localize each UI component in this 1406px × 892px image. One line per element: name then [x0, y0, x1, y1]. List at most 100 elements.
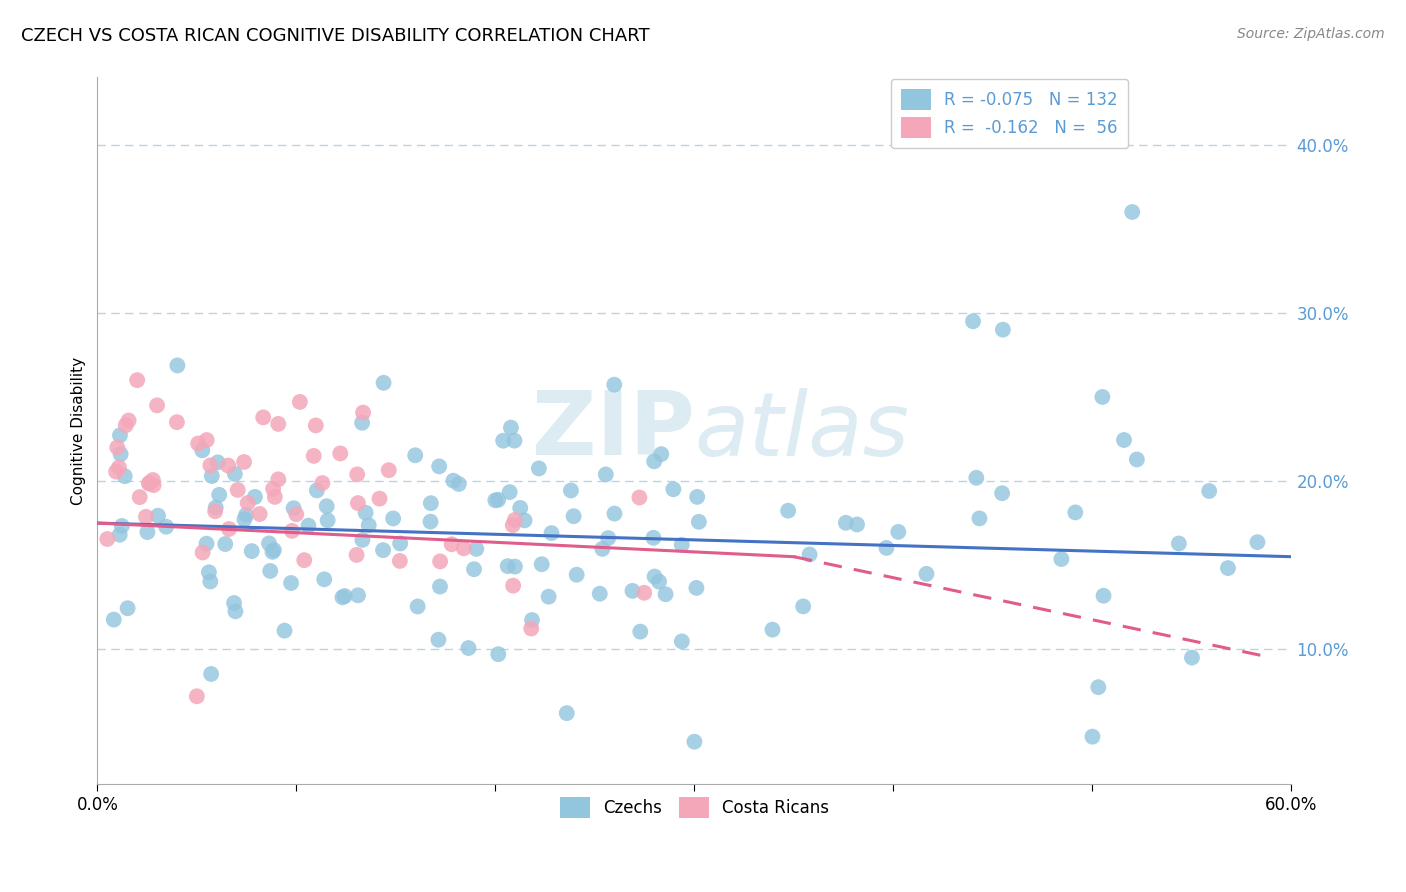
Costa Ricans — [368, 491, 391, 506]
Costa Ricans — [127, 373, 149, 387]
Czechs — [352, 533, 374, 547]
Costa Ricans — [429, 554, 451, 568]
Czechs — [114, 469, 136, 483]
Text: atlas: atlas — [695, 388, 910, 474]
Czechs — [484, 493, 506, 508]
Costa Ricans — [440, 537, 463, 551]
Czechs — [503, 434, 526, 448]
Czechs — [671, 538, 693, 552]
Czechs — [628, 624, 651, 639]
Czechs — [792, 599, 814, 614]
Costa Ricans — [347, 496, 370, 510]
Czechs — [530, 558, 553, 572]
Czechs — [598, 531, 620, 545]
Costa Ricans — [128, 490, 150, 504]
Czechs — [685, 581, 707, 595]
Costa Ricans — [138, 475, 160, 490]
Czechs — [108, 428, 131, 442]
Czechs — [214, 537, 236, 551]
Costa Ricans — [146, 398, 169, 412]
Czechs — [643, 531, 665, 545]
Costa Ricans — [200, 458, 222, 473]
Czechs — [537, 590, 560, 604]
Czechs — [1181, 650, 1204, 665]
Czechs — [208, 488, 231, 502]
Y-axis label: Cognitive Disability: Cognitive Disability — [72, 357, 86, 505]
Costa Ricans — [226, 483, 249, 497]
Czechs — [513, 513, 536, 527]
Czechs — [333, 589, 356, 603]
Costa Ricans — [388, 554, 411, 568]
Czechs — [441, 474, 464, 488]
Costa Ricans — [96, 532, 118, 546]
Czechs — [683, 734, 706, 748]
Czechs — [257, 536, 280, 550]
Czechs — [915, 566, 938, 581]
Czechs — [799, 548, 821, 562]
Czechs — [427, 459, 450, 474]
Czechs — [540, 526, 562, 541]
Costa Ricans — [108, 460, 131, 475]
Costa Ricans — [453, 541, 475, 556]
Costa Ricans — [502, 518, 524, 533]
Czechs — [373, 376, 395, 390]
Czechs — [486, 492, 509, 507]
Costa Ricans — [114, 418, 136, 433]
Czechs — [110, 447, 132, 461]
Czechs — [1092, 589, 1115, 603]
Czechs — [603, 377, 626, 392]
Costa Ricans — [166, 415, 188, 429]
Czechs — [314, 572, 336, 586]
Costa Ricans — [503, 513, 526, 527]
Czechs — [778, 504, 800, 518]
Czechs — [108, 527, 131, 541]
Czechs — [654, 587, 676, 601]
Costa Ricans — [292, 553, 315, 567]
Czechs — [103, 613, 125, 627]
Czechs — [357, 518, 380, 533]
Czechs — [155, 520, 177, 534]
Czechs — [846, 517, 869, 532]
Czechs — [1064, 505, 1087, 519]
Czechs — [259, 564, 281, 578]
Czechs — [688, 515, 710, 529]
Costa Ricans — [281, 524, 304, 538]
Czechs — [200, 667, 222, 681]
Czechs — [224, 604, 246, 618]
Czechs — [280, 576, 302, 591]
Czechs — [991, 323, 1014, 337]
Costa Ricans — [520, 622, 543, 636]
Czechs — [283, 501, 305, 516]
Costa Ricans — [236, 496, 259, 510]
Czechs — [1050, 552, 1073, 566]
Costa Ricans — [218, 522, 240, 536]
Costa Ricans — [105, 441, 128, 455]
Czechs — [222, 596, 245, 610]
Costa Ricans — [305, 418, 328, 433]
Costa Ricans — [288, 395, 311, 409]
Czechs — [146, 508, 169, 523]
Czechs — [648, 574, 671, 589]
Czechs — [200, 574, 222, 589]
Czechs — [204, 500, 226, 515]
Czechs — [371, 543, 394, 558]
Czechs — [201, 469, 224, 483]
Czechs — [262, 545, 284, 559]
Czechs — [235, 508, 257, 522]
Czechs — [520, 613, 543, 627]
Czechs — [486, 647, 509, 661]
Czechs — [406, 599, 429, 614]
Costa Ricans — [311, 476, 333, 491]
Text: Source: ZipAtlas.com: Source: ZipAtlas.com — [1237, 27, 1385, 41]
Czechs — [315, 500, 337, 514]
Czechs — [297, 518, 319, 533]
Costa Ricans — [267, 417, 290, 431]
Czechs — [887, 524, 910, 539]
Costa Ricans — [346, 548, 368, 562]
Czechs — [499, 420, 522, 434]
Czechs — [243, 490, 266, 504]
Costa Ricans — [628, 491, 651, 505]
Czechs — [1246, 535, 1268, 549]
Czechs — [650, 447, 672, 461]
Czechs — [496, 559, 519, 574]
